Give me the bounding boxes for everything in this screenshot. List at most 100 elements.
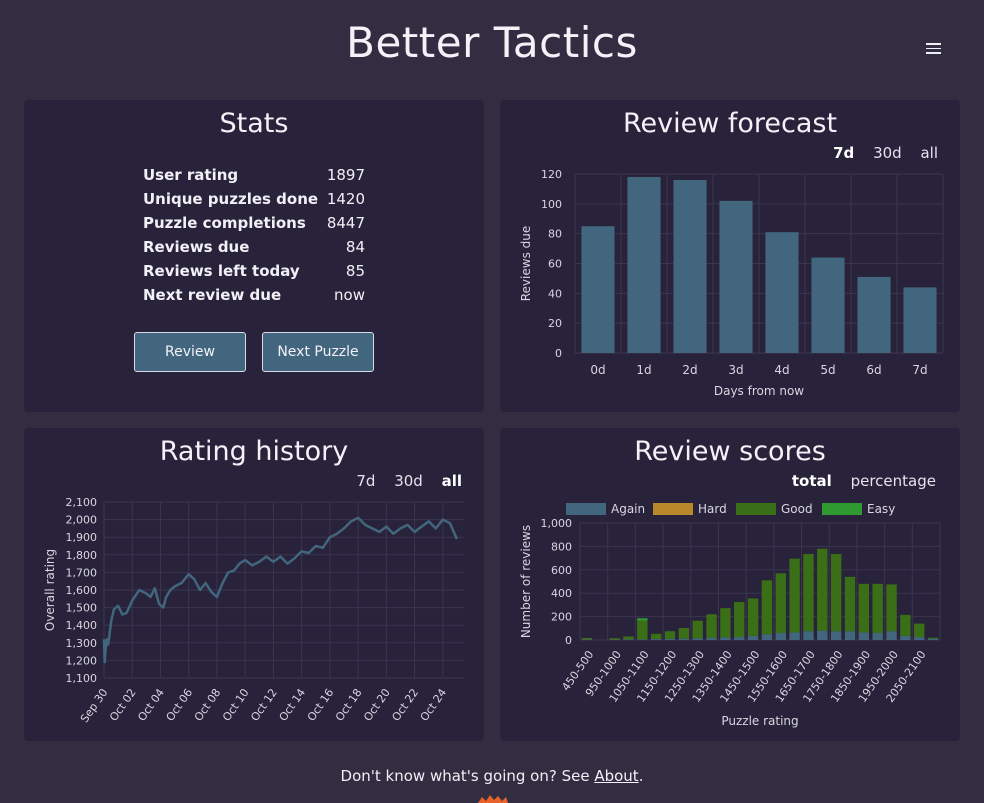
bar-segment — [817, 549, 827, 631]
x-tick-label: Oct 12 — [248, 686, 280, 723]
stat-label: Puzzle completions — [143, 214, 306, 238]
y-tick-label: 400 — [551, 587, 572, 600]
hamburger-menu-icon[interactable] — [920, 40, 948, 60]
y-tick-label: 800 — [551, 540, 572, 553]
y-tick-label: 1,800 — [66, 549, 98, 562]
bar-segment — [679, 628, 689, 639]
bar-segment — [886, 631, 896, 640]
legend-label: Hard — [698, 502, 727, 516]
bar-segment — [900, 636, 910, 640]
bar-segment — [831, 554, 841, 631]
x-tick-label: Oct 06 — [164, 686, 196, 723]
x-tick-label: Oct 04 — [135, 686, 167, 723]
bar-segment — [734, 602, 744, 637]
stat-value: 8447 — [327, 214, 365, 238]
bar — [581, 226, 614, 353]
bar — [765, 232, 798, 353]
stat-value: 1897 — [327, 166, 365, 190]
y-tick-label: 2,100 — [66, 496, 98, 509]
y-tick-label: 200 — [551, 611, 572, 624]
bar-segment — [776, 633, 786, 640]
stat-value: 1420 — [327, 190, 365, 214]
bar — [811, 258, 844, 353]
stat-value: now — [334, 286, 365, 310]
bar-segment — [845, 631, 855, 640]
x-tick-label: Oct 08 — [192, 686, 224, 723]
rating-history-chart: 1,1001,2001,3001,4001,5001,6001,7001,800… — [24, 428, 484, 741]
x-tick-label: 5d — [820, 363, 835, 377]
y-tick-label: 80 — [548, 228, 562, 241]
bar-segment — [748, 598, 758, 635]
y-tick-label: 20 — [548, 317, 562, 330]
x-tick-label: 4d — [774, 363, 789, 377]
bar-segment — [720, 608, 730, 637]
bar-segment — [928, 638, 938, 639]
stat-value: 84 — [346, 238, 365, 262]
bar-segment — [693, 621, 703, 639]
y-axis-title: Reviews due — [519, 226, 533, 302]
bar-segment — [789, 632, 799, 640]
bar-segment — [762, 580, 772, 634]
y-axis-title: Number of reviews — [519, 525, 533, 638]
stats-heading: Stats — [24, 108, 484, 139]
x-tick-label: 6d — [866, 363, 881, 377]
bar — [627, 177, 660, 353]
bar-segment — [637, 621, 647, 640]
about-link[interactable]: About — [594, 767, 638, 785]
bar-segment — [817, 631, 827, 640]
next-puzzle-button[interactable]: Next Puzzle — [262, 332, 374, 372]
y-tick-label: 1,100 — [66, 672, 98, 685]
bar-segment — [914, 624, 924, 637]
x-tick-label: Oct 02 — [107, 686, 139, 723]
y-tick-label: 2,000 — [66, 514, 98, 527]
bar-segment — [582, 639, 592, 640]
x-tick-label: 1d — [636, 363, 651, 377]
y-axis-title: Overall rating — [43, 549, 57, 631]
bar — [857, 277, 890, 353]
x-tick-label: Oct 16 — [305, 686, 337, 723]
x-tick-label: 3d — [728, 363, 743, 377]
legend-label: Again — [611, 502, 645, 516]
bar-segment — [623, 636, 633, 639]
y-tick-label: 1,000 — [541, 517, 573, 530]
bar-segment — [748, 636, 758, 640]
y-tick-label: 40 — [548, 287, 562, 300]
bar-segment — [886, 584, 896, 631]
bar-segment — [665, 639, 675, 640]
legend-label: Easy — [867, 502, 895, 516]
legend-swatch — [736, 503, 776, 515]
bar-segment — [762, 634, 772, 640]
bar-segment — [706, 638, 716, 640]
bar-segment — [651, 639, 661, 640]
y-tick-label: 600 — [551, 564, 572, 577]
review-button[interactable]: Review — [134, 332, 246, 372]
y-tick-label: 0 — [555, 347, 562, 360]
bar — [719, 201, 752, 353]
stat-row: Reviews due 84 — [143, 238, 365, 262]
y-tick-label: 0 — [565, 634, 572, 647]
y-tick-label: 1,200 — [66, 654, 98, 667]
x-tick-label: Oct 10 — [220, 686, 252, 723]
x-tick-label: Sep 30 — [78, 686, 111, 725]
bar-segment — [803, 554, 813, 631]
bar-segment — [873, 633, 883, 640]
bar-segment — [900, 615, 910, 636]
x-tick-label: Oct 20 — [361, 686, 393, 723]
x-axis-title: Puzzle rating — [721, 714, 798, 728]
bar-segment — [776, 573, 786, 633]
app-title: Better Tactics — [0, 18, 984, 67]
bar-segment — [859, 632, 869, 640]
footer-end: . — [639, 767, 644, 785]
bar-segment — [831, 631, 841, 640]
stat-label: Reviews due — [143, 238, 249, 262]
